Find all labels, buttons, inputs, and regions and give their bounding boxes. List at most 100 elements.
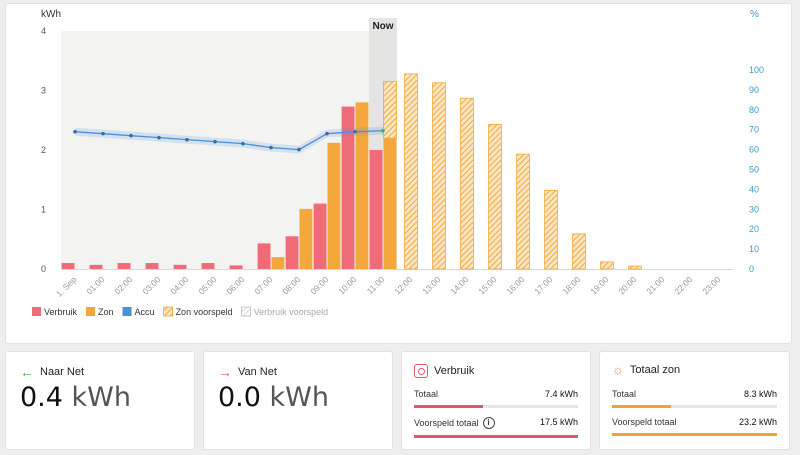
y-right-tick-label: 60	[749, 145, 759, 155]
y-right-tick-label: 30	[749, 204, 759, 214]
zon-voorspeld-label: Voorspeld totaal	[612, 417, 677, 427]
verbruik-bar	[285, 236, 299, 269]
x-tick-label: 19:00	[588, 274, 610, 296]
x-tick-label: 22:00	[672, 274, 694, 296]
verbruik-bar	[89, 264, 103, 269]
y-left-label: kWh	[41, 9, 61, 20]
y-left-tick-label: 1	[41, 205, 46, 215]
verbruik-voorspeld-value: 17.5 kWh	[539, 417, 578, 427]
verbruik-bar	[145, 263, 159, 269]
x-tick-label: 14:00	[448, 274, 470, 296]
y-right-tick-label: 90	[749, 85, 759, 95]
x-tick-label: 01:00	[84, 274, 106, 296]
verbruik-totaal-label: Totaal	[414, 389, 439, 399]
x-tick-label: 16:00	[504, 274, 526, 296]
zon-bar	[355, 102, 369, 270]
naar-net-card: ← Naar Net 0.4 kWh	[5, 351, 195, 450]
zon-voorspeld-bar	[432, 82, 446, 270]
verbruik-bar	[117, 263, 131, 269]
x-tick-label: 07:00	[252, 274, 274, 296]
y-left-tick-label: 2	[41, 145, 46, 155]
zon-bar	[383, 138, 397, 269]
verbruik-bar	[201, 263, 215, 269]
zon-voorspeld-bar	[600, 261, 614, 270]
accu-band	[75, 126, 383, 154]
x-tick-label: 1. Sep	[54, 274, 79, 299]
x-tick-label: 18:00	[560, 274, 582, 296]
zon-voorspeld-bar	[516, 153, 530, 270]
y-right-tick-label: 80	[749, 105, 759, 115]
naar-net-title: Naar Net	[40, 366, 85, 378]
verbruik-voorspeld-label: Voorspeld totaal	[414, 418, 479, 428]
x-tick-label: 04:00	[168, 274, 190, 296]
zon-voorspeld-bar	[544, 190, 558, 270]
info-icon[interactable]: i	[482, 417, 495, 429]
arrow-right-icon: →	[218, 363, 232, 380]
zon-voorspeld-bar	[488, 124, 502, 270]
x-tick-label: 17:00	[532, 274, 554, 296]
y-right-tick-label: 10	[749, 244, 759, 254]
zon-totaal-value: 8.3 kWh	[743, 389, 777, 399]
x-tick-label: 12:00	[392, 274, 414, 296]
accu-point	[269, 145, 273, 150]
y-right-label: %	[750, 9, 759, 20]
y-left-tick-label: 4	[41, 26, 46, 36]
x-tick-label: 11:00	[365, 274, 387, 296]
x-tick-label: 23:00	[700, 274, 722, 296]
now-label-bg	[369, 18, 397, 32]
verbruik-bar	[61, 263, 75, 269]
van-net-value: 0.0	[218, 382, 261, 413]
zon-voorspeld-bar	[572, 233, 586, 270]
accu-line	[74, 130, 384, 151]
verbruik-totaal-bar	[414, 405, 483, 408]
zon-voorspeld-bar	[612, 433, 777, 436]
accu-point	[241, 141, 245, 146]
y-right-tick-label: 20	[749, 224, 759, 234]
zon-voorspeld-bar	[404, 73, 418, 270]
y-right-tick-label: 100	[749, 65, 764, 75]
accu-point	[73, 129, 77, 134]
van-net-card: → Van Net 0.0 kWh	[203, 351, 393, 450]
legend-swatch	[86, 307, 96, 316]
x-tick-label: 02:00	[112, 274, 134, 296]
naar-net-unit: kWh	[71, 382, 131, 413]
verbruik-bar	[369, 150, 383, 269]
x-tick-label: 03:00	[140, 274, 162, 296]
verbruik-title: Verbruik	[434, 365, 475, 377]
zon-voorspeld-bar	[460, 97, 474, 270]
legend-label: Zon	[98, 307, 114, 317]
energy-chart-card: Now kWh% 0 1 2 3 4 0 10 20 30 40 50 60 70 80 90 100 1. Sep…	[5, 3, 792, 344]
x-tick-label: 09:00	[308, 274, 330, 296]
accu-point	[185, 137, 189, 142]
x-tick-label: 05:00	[196, 274, 218, 296]
x-tick-label: 15:00	[476, 274, 498, 296]
legend-label: Zon voorspeld	[176, 307, 233, 317]
totaal-zon-title: Totaal zon	[629, 364, 681, 376]
y-right-tick-label: 50	[749, 165, 759, 175]
zon-bar	[271, 257, 285, 269]
accu-point	[297, 147, 301, 152]
totaal-zon-card: ☼ Totaal zon Totaal 8.3 kWh Voorspeld to…	[599, 351, 790, 450]
accu-point	[213, 139, 217, 144]
sun-icon: ☼	[612, 362, 624, 377]
accu-point	[129, 133, 133, 138]
x-tick-label: 21:00	[644, 274, 666, 296]
legend-label: Verbruik	[44, 307, 78, 317]
legend-swatch	[32, 307, 41, 316]
naar-net-value: 0.4	[20, 382, 63, 413]
plug-icon	[414, 364, 428, 378]
now-label: Now	[372, 21, 393, 32]
accu-point	[157, 135, 161, 140]
accu-point	[381, 128, 385, 133]
x-tick-label: 08:00	[280, 274, 302, 296]
y-right-tick-label: 70	[749, 125, 759, 135]
zon-totaal-label: Totaal	[612, 389, 637, 399]
y-left-tick-label: 0	[41, 264, 46, 274]
verbruik-totaal-value: 7.4 kWh	[544, 389, 578, 399]
legend-swatch	[241, 306, 252, 317]
verbruik-voorspeld-bar	[414, 435, 578, 438]
van-net-unit: kWh	[269, 382, 329, 413]
verbruik-bar	[257, 243, 271, 269]
zon-totaal-bar	[612, 405, 672, 408]
